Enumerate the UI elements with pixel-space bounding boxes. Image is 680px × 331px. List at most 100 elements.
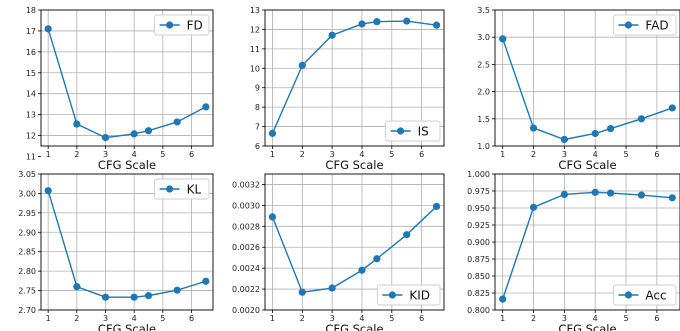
data-point (432, 202, 441, 211)
y-tick-label: 0.800 (467, 306, 490, 315)
x-tick-label: 5 (389, 314, 394, 323)
legend-marker (166, 185, 174, 193)
data-point (560, 135, 568, 144)
y-tick-label: 2.5 (477, 60, 490, 69)
data-point (202, 103, 210, 111)
x-tick-label: 3 (103, 314, 108, 323)
series-line (502, 38, 673, 141)
legend-box (154, 14, 210, 36)
x-tick-label: 6 (654, 314, 659, 323)
data-point (591, 129, 599, 138)
x-axis-label: CFG Scale (558, 158, 616, 172)
x-tick-label: 2 (531, 314, 536, 323)
y-tick-label: 15 (26, 69, 36, 78)
legend-marker (624, 291, 633, 299)
y-tick-label: 9 (255, 84, 260, 93)
legend-marker (397, 127, 405, 135)
x-tick-label: 2 (300, 150, 305, 159)
axes-frame (264, 173, 445, 311)
y-tick-label: 0.0028 (232, 222, 260, 231)
data-point (499, 35, 507, 43)
legend: FAD (612, 14, 677, 36)
data-point (173, 118, 181, 126)
axes-frame (40, 9, 214, 147)
data-point (73, 283, 81, 291)
legend-box (612, 14, 677, 36)
legend-box (376, 284, 441, 306)
y-tick-label: 0.925 (467, 221, 490, 230)
series-line (271, 205, 438, 293)
data-point (101, 293, 110, 301)
y-tick-label: 12 (26, 132, 36, 141)
series-is (268, 17, 441, 137)
legend: FD (154, 14, 210, 36)
legend: IS (385, 120, 441, 142)
data-point (328, 284, 336, 292)
y-tick-label: 3.05 (18, 170, 36, 179)
axes-frame (40, 173, 214, 311)
data-point (591, 188, 599, 196)
x-axis-label: CFG Scale (558, 322, 616, 331)
data-point (529, 124, 538, 132)
legend-marker (166, 21, 174, 29)
data-point (144, 292, 153, 300)
data-point (637, 191, 646, 199)
y-tick-label: 0.950 (467, 204, 490, 213)
data-point (144, 127, 153, 135)
y-tick-label: 0.0020 (232, 306, 260, 315)
x-tick-label: 3 (330, 150, 335, 159)
series-acc (499, 188, 676, 303)
x-tick-label: 1 (46, 314, 51, 323)
data-point (268, 213, 277, 221)
y-tick-label: 0.0032 (232, 180, 260, 189)
legend-label: KL (187, 183, 202, 197)
y-tick-label: 3.0 (477, 33, 490, 42)
x-tick-label: 1 (270, 150, 275, 159)
legend: KL (154, 178, 210, 200)
x-tick-label: 4 (359, 314, 364, 323)
x-tick-label: 4 (593, 150, 598, 159)
x-axis-label: CFG Scale (98, 158, 156, 172)
x-tick-label: 3 (562, 150, 567, 159)
y-tick-label: 2.70 (18, 306, 36, 315)
y-tick-label: 2.85 (18, 248, 36, 257)
data-point (403, 17, 411, 25)
series-kid (268, 202, 441, 296)
y-tick-label: 0.0026 (232, 243, 260, 252)
series-fd (44, 25, 210, 142)
x-tick-label: 1 (500, 314, 505, 323)
y-tick-label: 0.0030 (232, 201, 260, 210)
y-tick-label: 2.90 (18, 228, 36, 237)
y-tick-label: 2.80 (18, 267, 36, 276)
series-line (47, 28, 207, 139)
x-tick-label: 6 (419, 314, 424, 323)
y-tick-label: 0.825 (467, 289, 490, 298)
y-tick-label: 1.000 (467, 170, 490, 179)
y-tick-label: 0.850 (467, 272, 490, 281)
y-tick-label: 6 (255, 142, 260, 151)
y-tick-label: 8 (255, 103, 260, 112)
data-point (268, 129, 277, 137)
y-tick-label: 11 (250, 45, 260, 54)
x-tick-label: 2 (300, 314, 305, 323)
y-tick-label: 0.975 (467, 187, 490, 196)
data-point (298, 288, 306, 296)
y-tick-label: 2.0 (477, 88, 490, 97)
x-axis-label: CFG Scale (325, 322, 383, 331)
data-point (101, 134, 110, 142)
data-point (373, 255, 381, 263)
grid (265, 174, 444, 310)
y-tick-label: 0.0022 (232, 285, 260, 294)
data-point (373, 18, 381, 26)
x-tick-label: 5 (623, 150, 628, 159)
x-tick-label: 6 (654, 150, 659, 159)
legend-label: Acc (645, 289, 666, 303)
data-point (358, 20, 366, 28)
legend-box (154, 178, 210, 200)
chart-panel-5: 1 2 3 4 5 6 0.0020 0.0022 0.0024 0.0026 0.0028 0.00… (232, 173, 445, 331)
y-tick-label: 2.95 (18, 209, 36, 218)
x-tick-label: 4 (132, 314, 137, 323)
y-tick-label: 13 (250, 6, 260, 15)
